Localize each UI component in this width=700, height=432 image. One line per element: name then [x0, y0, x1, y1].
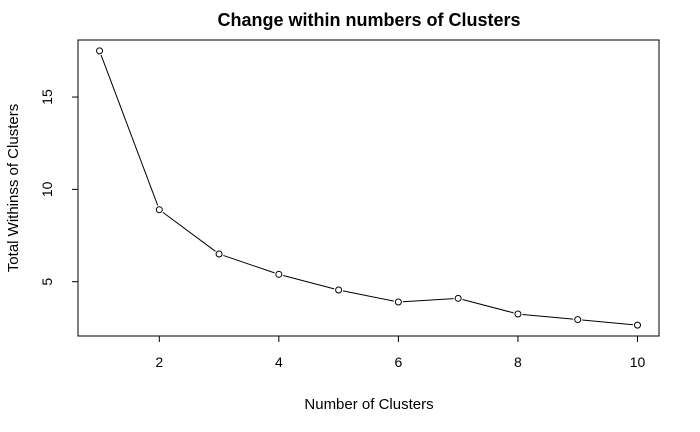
x-axis: 2 4 6 8 10: [155, 336, 645, 370]
data-point: [155, 206, 163, 214]
series-layer: [96, 47, 641, 329]
x-tick-label: 10: [630, 354, 646, 370]
series-line-segment: [342, 290, 395, 302]
series-line-segment: [582, 319, 634, 326]
y-tick-label: 10: [39, 181, 55, 197]
series-line-segment: [402, 298, 454, 303]
x-tick-label: 6: [394, 354, 402, 370]
data-point: [574, 316, 582, 324]
data-point: [96, 47, 104, 55]
x-tick-label: 8: [514, 354, 522, 370]
series-line-segment: [223, 254, 275, 274]
y-tick-label: 15: [39, 89, 55, 105]
data-point: [454, 294, 462, 302]
data-point: [394, 298, 402, 306]
x-axis-title: Number of Clusters: [304, 396, 433, 413]
y-tick-label: 5: [39, 278, 55, 286]
series-line-segment: [162, 211, 216, 252]
series-line-segment: [283, 274, 335, 290]
data-point: [633, 321, 641, 329]
data-point: [514, 310, 522, 318]
y-axis-title: Total Withinss of Clusters: [5, 104, 22, 272]
series-line-segment: [100, 54, 159, 206]
x-tick-label: 4: [275, 354, 283, 370]
data-point: [275, 270, 283, 278]
plot-frame: [77, 39, 660, 337]
series-line-segment: [462, 298, 514, 314]
data-point: [215, 250, 223, 258]
series-line-segment: [522, 313, 574, 320]
chart-title: Change within numbers of Clusters: [217, 10, 520, 30]
data-point: [335, 286, 343, 294]
y-axis: 5 10 15: [39, 89, 78, 286]
x-tick-label: 2: [155, 354, 163, 370]
